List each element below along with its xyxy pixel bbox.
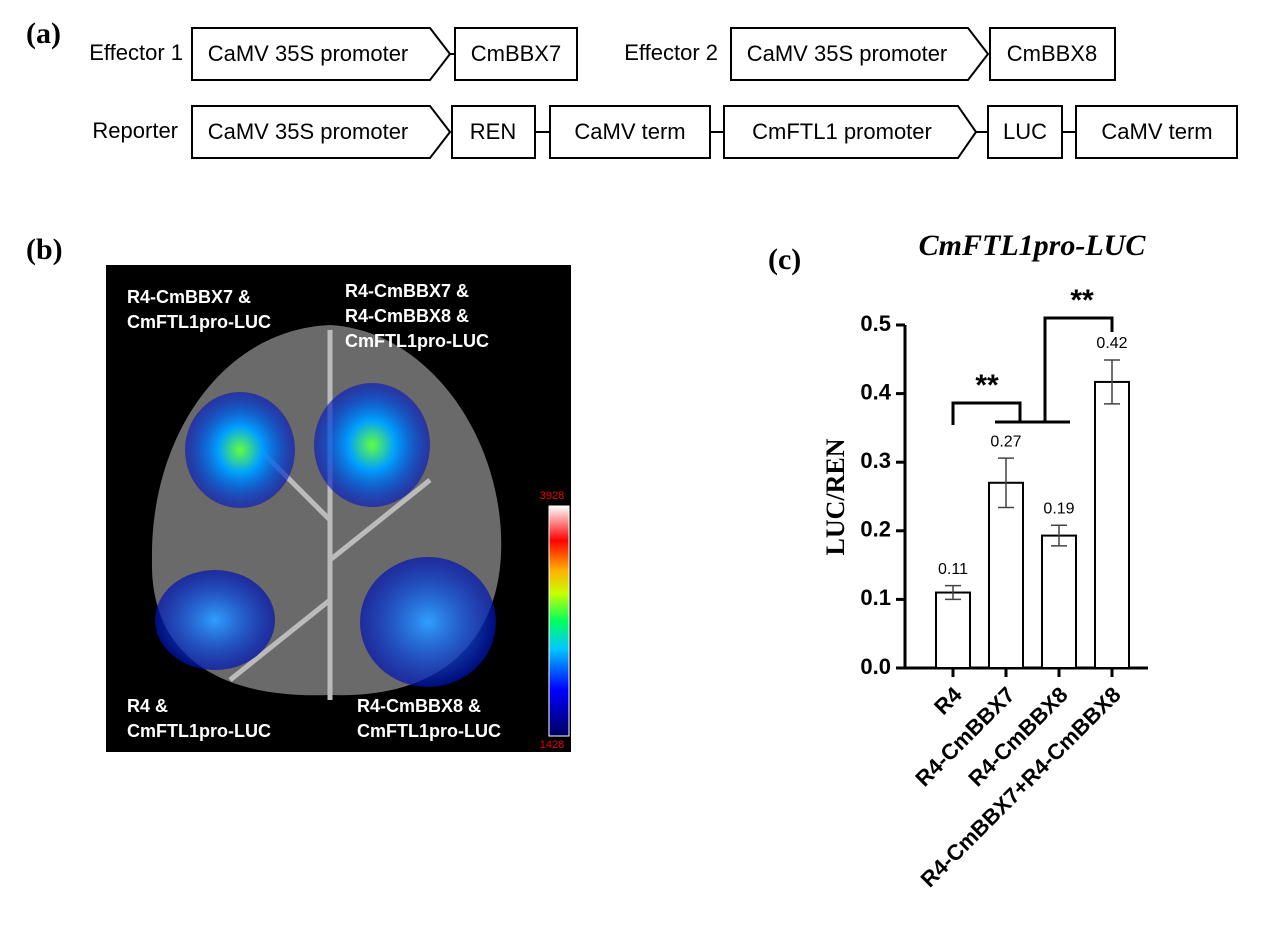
chart-title: CmFTL1pro-LUC (919, 229, 1147, 262)
colorbar-max: 3928 (540, 490, 564, 502)
error-bar (1104, 359, 1120, 405)
bar (988, 481, 1024, 669)
error-bar (1051, 524, 1067, 547)
label-line: CmFTL1pro-LUC (127, 721, 271, 741)
error-bar (945, 584, 961, 601)
part-box (987, 105, 1063, 159)
gene-label: CmBBX7 (471, 41, 561, 66)
y-axis-label: LUC/REN (821, 438, 850, 555)
label-line: R4-CmBBX8 & (345, 306, 469, 326)
signal-spot (314, 383, 430, 507)
sample-label: R4-CmBBX7 & CmFTL1pro-LUC (127, 287, 271, 332)
value-label: 0.42 (1096, 335, 1127, 352)
part-label: CmFTL1 promoter (752, 119, 932, 144)
sample-label: R4-CmBBX7 & R4-CmBBX8 & CmFTL1pro-LUC (345, 281, 489, 351)
colorbar (548, 505, 570, 737)
significance-mark: ** (1070, 284, 1094, 317)
label-line: R4-CmBBX7 & (345, 281, 469, 301)
part-label: CaMV 35S promoter (208, 119, 409, 144)
effector-2: Effector 2 CaMV 35S promoter CmBBX8 (624, 27, 1116, 81)
sample-label: R4 & CmFTL1pro-LUC (127, 696, 271, 741)
x-tick-label: R4 (929, 681, 967, 719)
colorbar-min: 1428 (540, 739, 564, 751)
gene-box (454, 27, 578, 81)
significance-mark: ** (975, 369, 999, 402)
label-line: R4 & (127, 696, 168, 716)
promoter-box (191, 27, 452, 81)
bar (1094, 380, 1130, 669)
construct-name: Effector 2 (624, 40, 718, 65)
label-line: CmFTL1pro-LUC (345, 331, 489, 351)
label-line: CmFTL1pro-LUC (357, 721, 501, 741)
label-line: R4-CmBBX7 & (127, 287, 251, 307)
y-tick-label: 0.1 (860, 585, 891, 610)
part-box (451, 105, 536, 159)
promoter-label: CaMV 35S promoter (747, 41, 948, 66)
panel-label: (b) (26, 233, 63, 266)
part-box (549, 105, 711, 159)
panel-label: (c) (768, 243, 801, 276)
value-label: 0.19 (1043, 501, 1074, 518)
bar-chart: (c) CmFTL1pro-LUC LUC/REN ** ** 0.0 0.1 0.… (768, 229, 1148, 892)
label-line: R4-CmBBX8 & (357, 696, 481, 716)
y-tick-label: 0.3 (860, 448, 891, 473)
bar (935, 591, 971, 669)
leaf-vein (228, 330, 432, 700)
panel-label: (a) (26, 17, 61, 50)
leaf-image: 3928 1428 R4-CmBBX7 & CmFTL1pro-LUC R4-Cm… (106, 265, 571, 752)
part-label: REN (470, 119, 516, 144)
sample-label: R4-CmBBX8 & CmFTL1pro-LUC (357, 696, 501, 741)
part-label: CaMV term (1101, 119, 1212, 144)
signal-spot (155, 570, 275, 670)
construct-name: Reporter (92, 118, 178, 143)
part-box (1075, 105, 1238, 159)
signal-spot (185, 392, 295, 508)
promoter-box (730, 27, 990, 81)
promoter-box (191, 105, 452, 159)
effector-1: Effector 1 CaMV 35S promoter CmBBX7 (89, 27, 578, 81)
gene-label: CmBBX8 (1007, 41, 1097, 66)
error-bar (998, 457, 1014, 509)
signal-spot (360, 557, 496, 687)
part-label: CaMV term (574, 119, 685, 144)
gene-box (989, 27, 1116, 81)
value-label: 0.11 (938, 561, 968, 578)
promoter-label: CaMV 35S promoter (208, 41, 409, 66)
y-tick-label: 0.5 (860, 311, 891, 336)
value-label: 0.27 (990, 433, 1021, 450)
significance-bracket (951, 316, 1114, 425)
y-tick-label: 0.2 (860, 517, 891, 542)
y-tick-label: 0.0 (860, 654, 891, 679)
reporter: Reporter CaMV 35S promoter REN CaMV term… (92, 105, 1238, 159)
promoter-box (723, 105, 978, 159)
y-tick-label: 0.4 (860, 379, 891, 404)
bar (1041, 534, 1077, 669)
part-label: LUC (1003, 119, 1047, 144)
construct-name: Effector 1 (89, 40, 183, 65)
label-line: CmFTL1pro-LUC (127, 312, 271, 332)
